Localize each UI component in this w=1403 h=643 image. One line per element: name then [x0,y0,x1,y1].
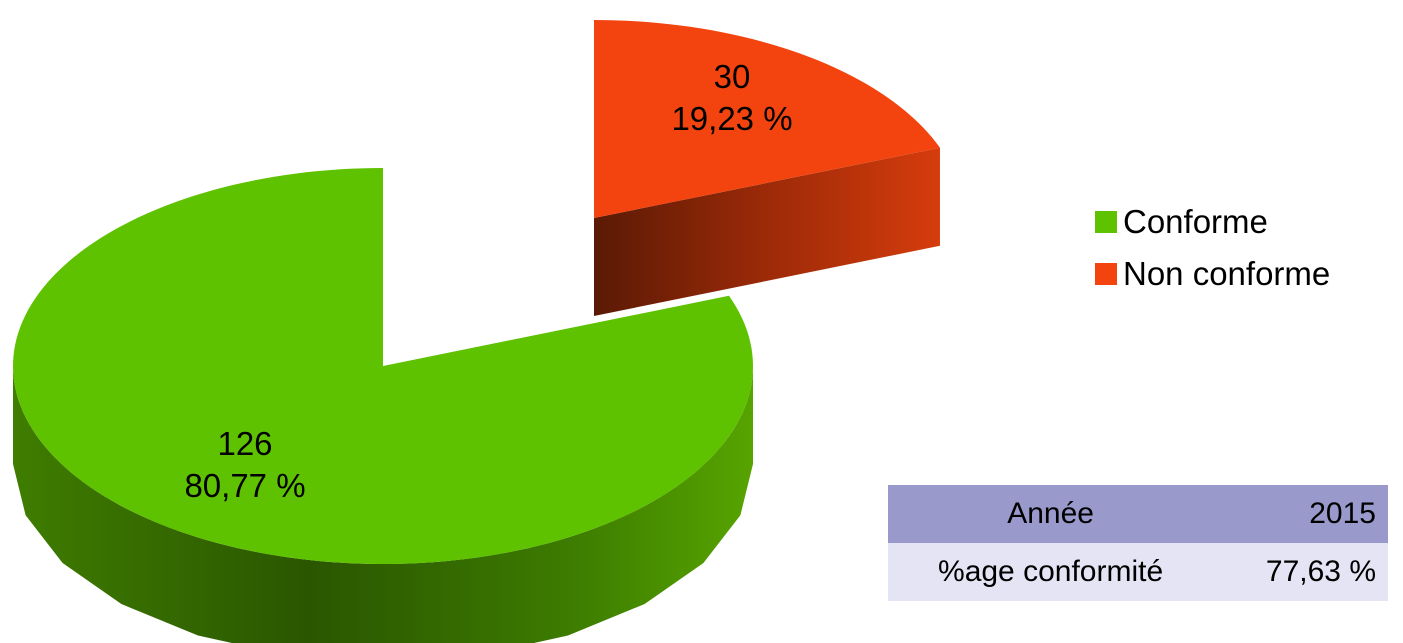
legend-label-non-conforme: Non conforme [1123,255,1331,292]
pie-data-labels: 126 80,77 % 30 19,23 % [184,58,792,504]
year-value: 2015 [1213,485,1388,543]
slice-non-conforme-cut [594,147,940,316]
conformity-value: 77,63 % [1213,543,1388,601]
slice-non-conforme [594,20,940,218]
legend-swatch-non-conforme [1095,263,1117,285]
summary-table: Année 2015 %age conformité 77,63 % [888,485,1388,601]
legend-item-non-conforme: Non conforme [1095,248,1330,300]
year-label: Année [888,485,1214,543]
data-label-non-conforme-value: 30 [714,58,751,95]
legend-label-conforme: Conforme [1123,203,1268,240]
data-label-conforme-percent: 80,77 % [184,467,305,504]
data-label-conforme-value: 126 [217,425,272,462]
table-row: Année 2015 [888,485,1388,543]
chart-legend: Conforme Non conforme [1095,196,1330,300]
pie-slices [13,20,940,643]
legend-item-conforme: Conforme [1095,196,1330,248]
data-label-non-conforme-percent: 19,23 % [671,100,792,137]
legend-swatch-conforme [1095,211,1117,233]
slice-conforme [13,168,753,564]
table-row: %age conformité 77,63 % [888,543,1388,601]
slice-conforme-side [13,366,753,643]
conformity-label: %age conformité [888,543,1214,601]
